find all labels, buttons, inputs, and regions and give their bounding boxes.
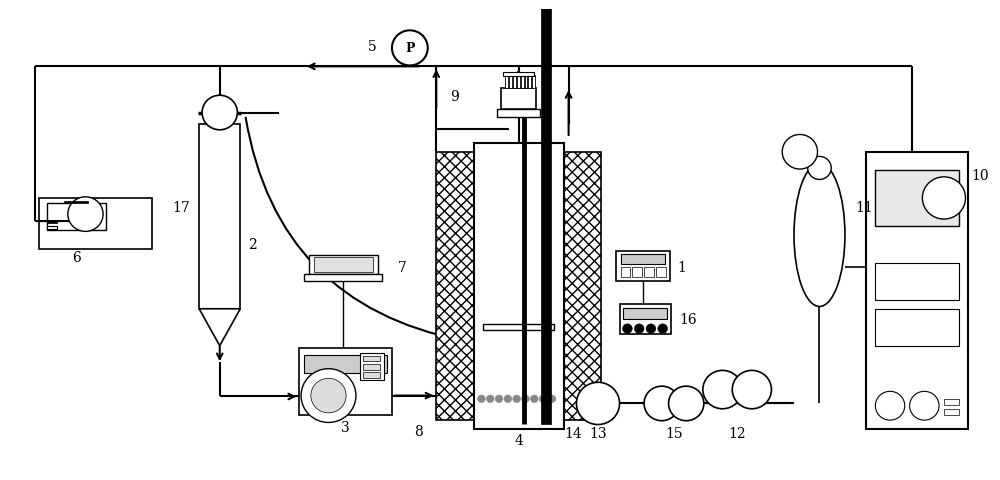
Bar — [199, 125, 240, 309]
Ellipse shape — [301, 369, 356, 422]
Bar — [528, 76, 531, 89]
Bar — [513, 76, 516, 89]
Bar — [501, 89, 536, 109]
Bar — [644, 268, 654, 278]
Ellipse shape — [68, 197, 103, 232]
Bar — [309, 255, 378, 275]
Ellipse shape — [808, 157, 831, 180]
Ellipse shape — [539, 395, 547, 403]
Ellipse shape — [392, 31, 428, 66]
Ellipse shape — [910, 392, 939, 420]
Bar — [47, 226, 57, 230]
Ellipse shape — [576, 383, 620, 425]
Text: 11: 11 — [856, 201, 873, 215]
Text: 13: 13 — [589, 427, 607, 441]
Bar — [39, 199, 152, 249]
Ellipse shape — [504, 395, 512, 403]
Bar — [866, 153, 968, 429]
Bar — [564, 153, 601, 420]
Bar — [616, 252, 670, 281]
Text: 14: 14 — [565, 427, 582, 441]
Ellipse shape — [311, 379, 346, 413]
Bar — [517, 76, 520, 89]
Bar — [875, 309, 959, 346]
Bar — [474, 143, 564, 429]
Bar — [363, 364, 380, 370]
Text: 5: 5 — [368, 39, 377, 53]
Bar — [621, 255, 665, 264]
Bar — [505, 76, 508, 89]
Text: 2: 2 — [248, 238, 256, 252]
Bar — [483, 324, 554, 330]
Bar — [509, 76, 512, 89]
Ellipse shape — [794, 164, 845, 307]
Text: 17: 17 — [173, 201, 190, 215]
Bar — [524, 76, 527, 89]
Ellipse shape — [530, 395, 538, 403]
Ellipse shape — [495, 395, 503, 403]
Ellipse shape — [732, 371, 771, 409]
Text: 9: 9 — [451, 90, 459, 104]
Text: 8: 8 — [414, 424, 423, 438]
Polygon shape — [199, 309, 240, 346]
Text: 6: 6 — [72, 250, 81, 264]
Ellipse shape — [644, 386, 679, 421]
Bar — [47, 203, 106, 231]
Ellipse shape — [513, 395, 521, 403]
Bar — [620, 304, 671, 335]
Bar — [360, 353, 384, 381]
Bar — [497, 109, 540, 118]
Bar — [944, 409, 959, 415]
Text: P: P — [405, 42, 415, 55]
Bar — [47, 220, 57, 224]
Ellipse shape — [922, 178, 966, 220]
Ellipse shape — [782, 135, 818, 170]
Text: 1: 1 — [677, 261, 686, 275]
Ellipse shape — [703, 371, 742, 409]
Bar — [363, 356, 380, 361]
Ellipse shape — [634, 324, 644, 334]
Ellipse shape — [477, 395, 485, 403]
Bar — [623, 308, 667, 320]
Bar — [532, 76, 535, 89]
Bar — [363, 372, 380, 378]
Text: 7: 7 — [398, 261, 406, 275]
Bar — [503, 73, 534, 76]
Ellipse shape — [548, 395, 556, 403]
Text: 4: 4 — [514, 433, 523, 447]
Bar — [541, 0, 551, 424]
Bar — [632, 268, 642, 278]
Text: 10: 10 — [971, 168, 989, 182]
Bar — [64, 201, 88, 204]
Ellipse shape — [646, 324, 656, 334]
Ellipse shape — [622, 324, 632, 334]
Bar — [299, 348, 392, 415]
Text: 12: 12 — [728, 427, 746, 441]
Text: 15: 15 — [665, 427, 683, 441]
Bar — [521, 76, 524, 89]
Bar — [314, 258, 373, 272]
Ellipse shape — [658, 324, 668, 334]
Bar — [875, 263, 959, 300]
Ellipse shape — [522, 395, 529, 403]
Ellipse shape — [202, 96, 237, 131]
Bar — [944, 399, 959, 405]
Ellipse shape — [486, 395, 494, 403]
Bar — [304, 274, 382, 281]
Bar — [304, 355, 387, 373]
Text: 3: 3 — [341, 420, 350, 433]
Ellipse shape — [875, 392, 905, 420]
Bar — [621, 268, 630, 278]
Ellipse shape — [669, 386, 704, 421]
Bar — [875, 171, 959, 226]
Bar — [656, 268, 666, 278]
Bar — [436, 153, 474, 420]
Text: 16: 16 — [679, 312, 697, 326]
